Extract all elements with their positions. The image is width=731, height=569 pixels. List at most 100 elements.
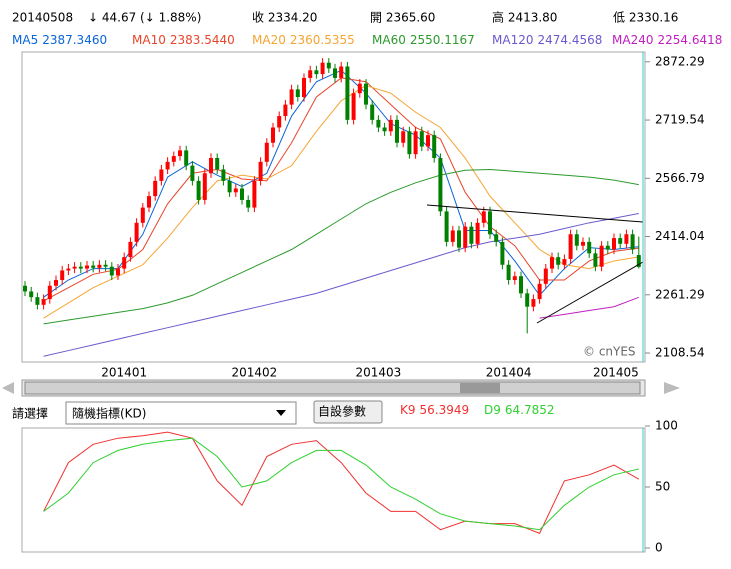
candle-body <box>333 68 337 78</box>
candle-body <box>23 285 27 292</box>
line <box>43 77 639 302</box>
line <box>43 437 639 531</box>
indicator: 隨機指標(KD) <box>72 406 146 421</box>
scroll-left[interactable] <box>2 382 14 394</box>
legend-name: MA10 <box>132 33 166 47</box>
candle-body <box>221 169 226 181</box>
candle-body <box>308 70 313 78</box>
scroll-thumb[interactable] <box>24 381 641 395</box>
candle-body <box>550 257 554 269</box>
candle-body <box>376 119 381 128</box>
legend-value: 2474.4568 <box>537 33 602 47</box>
candle-body <box>134 222 139 242</box>
dropdown-arrow <box>276 410 286 416</box>
candle-body <box>562 259 567 265</box>
candle-body <box>35 297 40 305</box>
close: 收 2334.20 <box>252 11 317 25</box>
candle-body <box>302 77 306 97</box>
line <box>43 431 640 534</box>
prompt: 請選擇 <box>12 406 48 421</box>
candle-body <box>612 238 616 250</box>
y-tick-label: 100 <box>655 419 678 433</box>
candle-body <box>531 299 536 307</box>
y-tick-label: 2414.04 <box>655 229 705 243</box>
x-tick-label: 201404 <box>486 366 532 380</box>
price-frame <box>21 51 646 363</box>
candle-body <box>128 241 133 258</box>
legend-entry: MA120 2474.4568 <box>492 33 602 47</box>
settings-button[interactable] <box>313 400 383 424</box>
legend-entry: MA10 2383.5440 <box>132 33 235 47</box>
candle-body <box>413 131 418 155</box>
legend-value: 2254.6418 <box>657 33 722 47</box>
legend-name: MA5 <box>12 33 38 47</box>
y-tick-label: 0 <box>655 541 663 555</box>
candle-body <box>426 135 430 147</box>
legend-value: 2360.5355 <box>290 33 355 47</box>
indicator-select[interactable] <box>65 401 297 425</box>
candle-body <box>599 245 604 267</box>
candle-body <box>500 241 505 265</box>
scroll-grip <box>460 383 500 393</box>
legend-name: MA120 <box>492 33 533 47</box>
watermark: © cnYES <box>583 345 636 359</box>
legend-value: 2383.5440 <box>170 33 235 47</box>
candle-body <box>481 211 486 223</box>
x-tick-label: 201402 <box>231 366 277 380</box>
line <box>43 213 639 357</box>
candle-body <box>537 283 542 300</box>
legend-name: MA20 <box>252 33 286 47</box>
candle-body <box>636 255 641 267</box>
candle-body <box>60 270 65 281</box>
legend-entry: MA60 2550.1167 <box>372 33 475 47</box>
candle-body <box>475 222 480 244</box>
candle-body <box>587 241 592 254</box>
candle-body <box>246 199 251 208</box>
legend-entry: D9 64.7852 <box>484 403 555 417</box>
legend-value: 2387.3460 <box>42 33 107 47</box>
legend-name: MA240 <box>612 33 653 47</box>
candle-body <box>382 127 387 132</box>
open: 開 2365.60 <box>370 11 435 25</box>
candle-body <box>370 104 375 120</box>
candle-body <box>227 180 232 193</box>
candle-body <box>630 234 635 250</box>
candle-body <box>574 234 579 246</box>
candle-body <box>91 265 96 268</box>
candle-body <box>345 66 350 120</box>
candle-body <box>202 173 207 200</box>
kd-frame <box>21 427 646 553</box>
legend-entry: MA240 2254.6418 <box>612 33 722 47</box>
candle-body <box>314 70 319 75</box>
candle-body <box>605 245 610 250</box>
price-plot: 2108.54 2261.29 2414.04 2566.79 2719.54 2872.… <box>23 54 705 360</box>
y-tick-label: 2108.54 <box>655 346 705 360</box>
candle-body <box>233 188 238 193</box>
line <box>539 296 639 319</box>
x-tick-label: 201403 <box>355 366 401 380</box>
date: 20140508 <box>12 11 73 25</box>
candle-body <box>438 158 443 212</box>
candle-body <box>271 127 275 143</box>
candle-body <box>72 266 77 269</box>
candle-body <box>147 196 151 208</box>
legend-entry: K9 56.3949 <box>400 403 469 417</box>
candle-body <box>184 150 189 166</box>
candle-body <box>326 62 331 69</box>
candle-body <box>54 280 58 286</box>
candle-body <box>618 238 623 244</box>
line <box>43 69 639 298</box>
candle-body <box>97 264 102 268</box>
candle-body <box>252 180 257 208</box>
change: ↓ 44.67 (↓ 1.88%) <box>88 11 201 25</box>
kd-plot: 0 50 100 <box>43 419 678 555</box>
scroll-right[interactable] <box>664 382 680 394</box>
candle-body <box>457 230 461 248</box>
candle-body <box>178 150 182 157</box>
candle-body <box>258 161 263 181</box>
candle-body <box>519 276 523 294</box>
candle-body <box>109 266 114 276</box>
candle-body <box>432 135 437 159</box>
